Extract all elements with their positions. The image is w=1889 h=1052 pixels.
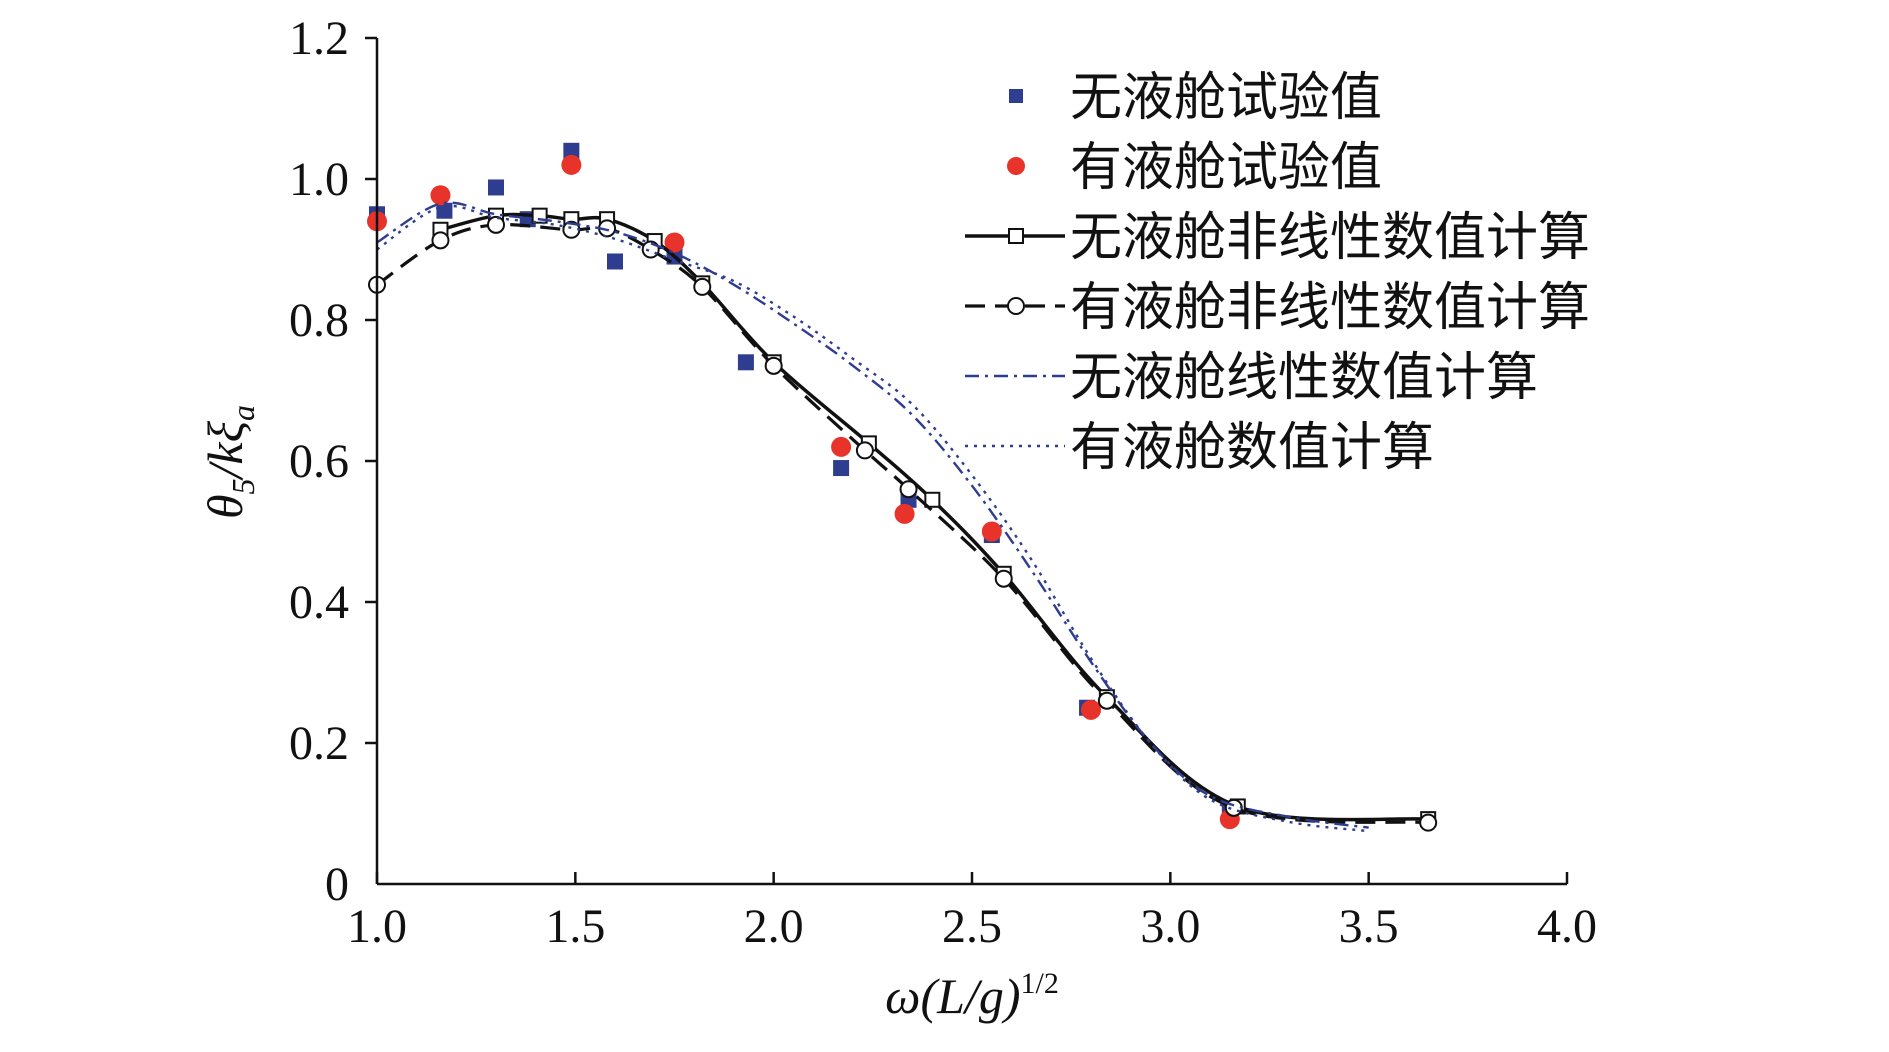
data-point (899, 480, 918, 499)
x-tick-label: 1.5 (545, 900, 605, 953)
y-tick-label: 0 (325, 858, 349, 911)
y-ticks: 0 0.2 0.4 0.6 0.8 1.0 1.2 (289, 12, 377, 911)
legend-label: 无液舱非线性数值计算 (1070, 208, 1590, 268)
data-point (431, 231, 450, 250)
data-point (1097, 691, 1116, 710)
legend-item: 有液舱数值计算 (965, 418, 1434, 478)
y-axis-title-sub2: a (225, 405, 261, 421)
data-point (1081, 699, 1101, 720)
data-point (737, 354, 754, 371)
legend-item: 无液舱非线性数值计算 (965, 208, 1590, 268)
data-point (563, 142, 580, 159)
data-point (1419, 813, 1438, 832)
x-tick-label: 4.0 (1537, 900, 1597, 953)
data-point (981, 521, 1002, 542)
legend-item: 有液舱试验值 (1007, 138, 1382, 198)
x-tick-label: 2.0 (744, 900, 804, 953)
y-tick-label: 0.6 (289, 435, 349, 488)
data-point (561, 154, 582, 175)
data-point (664, 232, 685, 253)
y-axis-title-sub1: 5 (225, 478, 261, 494)
y-tick-label: 0.4 (289, 576, 349, 629)
x-tick-label: 2.5 (942, 900, 1002, 953)
x-axis-title-sup: 1/2 (1020, 967, 1058, 1000)
y-tick-label: 0.8 (289, 294, 349, 347)
legend-swatch-marker (1007, 297, 1025, 315)
series-layer (367, 142, 1438, 833)
x-tick-label: 1.0 (347, 900, 407, 953)
data-point (693, 277, 712, 296)
series-line (440, 212, 1429, 822)
data-point (1224, 798, 1243, 817)
legend-label: 有液舱非线性数值计算 (1070, 278, 1590, 338)
legend-label: 无液舱线性数值计算 (1070, 348, 1538, 408)
x-axis-title: ω(L/g)1/2 (885, 967, 1059, 1024)
x-tick-label: 3.0 (1140, 900, 1200, 953)
legend: 无液舱试验值有液舱试验值无液舱非线性数值计算有液舱非线性数值计算无液舱线性数值计… (965, 68, 1590, 478)
legend-item: 无液舱线性数值计算 (965, 348, 1538, 408)
data-point (994, 569, 1013, 588)
x-ticks: 1.0 1.5 2.0 2.5 3.0 3.5 4.0 (347, 872, 1597, 953)
data-point (607, 253, 623, 270)
data-point (436, 202, 453, 219)
data-point (831, 436, 852, 457)
legend-swatch (1007, 157, 1025, 175)
y-tick-label: 1.2 (289, 12, 349, 65)
data-point (430, 185, 451, 206)
data-point (924, 491, 941, 508)
data-point (894, 503, 915, 524)
data-point (855, 441, 874, 460)
data-point (488, 179, 504, 196)
legend-label: 无液舱试验值 (1070, 68, 1382, 128)
legend-label: 有液舱数值计算 (1070, 418, 1434, 478)
legend-swatch-marker (1008, 228, 1024, 244)
data-point (487, 215, 505, 234)
y-axis-title-theta: θ (197, 494, 253, 519)
x-tick-label: 3.5 (1339, 900, 1399, 953)
series-line (376, 222, 1429, 825)
data-point (764, 356, 783, 375)
legend-label: 有液舱试验值 (1070, 138, 1382, 198)
plot-area: 0 0.2 0.4 0.6 0.8 1.0 1.2 1.0 1.5 2.0 2.5 3.0 3.5 4.… (289, 12, 1597, 953)
y-tick-label: 1.0 (289, 153, 349, 206)
x-axis-title-base: ω(L/g) (885, 968, 1020, 1024)
legend-item: 无液舱试验值 (1009, 68, 1382, 128)
y-tick-label: 0.2 (289, 717, 349, 770)
legend-item: 有液舱非线性数值计算 (965, 278, 1590, 338)
y-axis-title-mid: /kξ (197, 420, 253, 481)
y-axis-title: θ5/kξa (197, 405, 261, 519)
data-point (833, 460, 850, 477)
legend-swatch (1009, 89, 1023, 103)
